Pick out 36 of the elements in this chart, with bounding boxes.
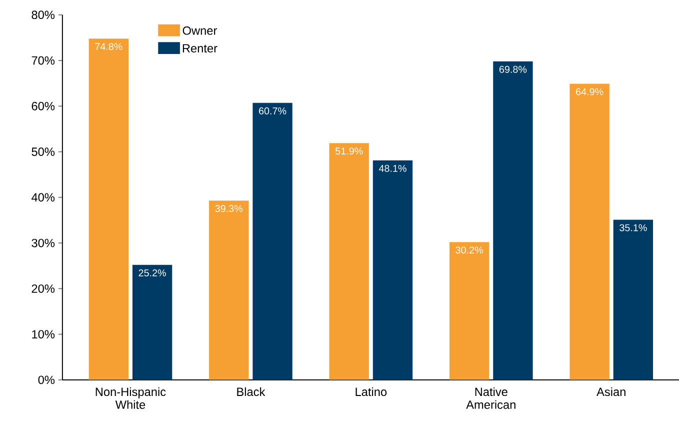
- data-label: 60.7%: [259, 107, 286, 114]
- y-tick-label: 10%: [32, 330, 55, 338]
- bar: [88, 38, 128, 380]
- data-label: 48.1%: [378, 164, 406, 172]
- data-label: 30.2%: [456, 246, 483, 254]
- data-label: 25.2%: [138, 269, 166, 276]
- y-tick-label: 50%: [32, 147, 55, 156]
- bar: [570, 84, 610, 380]
- bar: [132, 264, 172, 380]
- x-tick-label: Asian: [596, 387, 626, 396]
- bar: [209, 200, 249, 380]
- x-tick-label: Non-Hispanic White: [96, 387, 166, 409]
- bar: [252, 102, 292, 380]
- y-tick-label: 20%: [32, 284, 55, 293]
- y-tick-label: 70%: [32, 56, 55, 64]
- legend-label: Renter: [182, 44, 218, 52]
- x-tick-label: Black: [237, 387, 266, 396]
- bar: [329, 142, 369, 380]
- data-label: 69.8%: [499, 66, 527, 73]
- y-tick-label: 30%: [32, 238, 55, 247]
- y-tick-label: 0%: [38, 375, 55, 384]
- bar: [372, 160, 413, 380]
- bar: [449, 242, 490, 380]
- bar: [493, 61, 533, 380]
- x-tick-label: Latino: [356, 387, 387, 396]
- data-label: 64.9%: [576, 88, 604, 96]
- y-tick-label: 60%: [32, 102, 55, 110]
- data-label: 51.9%: [335, 147, 363, 154]
- data-label: 39.3%: [215, 204, 243, 212]
- bar: [613, 220, 654, 380]
- y-tick-label: 40%: [32, 192, 55, 202]
- x-tick-label: Native American: [466, 387, 516, 409]
- data-label: 35.1%: [620, 224, 647, 231]
- legend-label: Owner: [182, 26, 217, 35]
- y-tick-label: 80%: [32, 10, 55, 19]
- data-label: 74.8%: [95, 42, 122, 50]
